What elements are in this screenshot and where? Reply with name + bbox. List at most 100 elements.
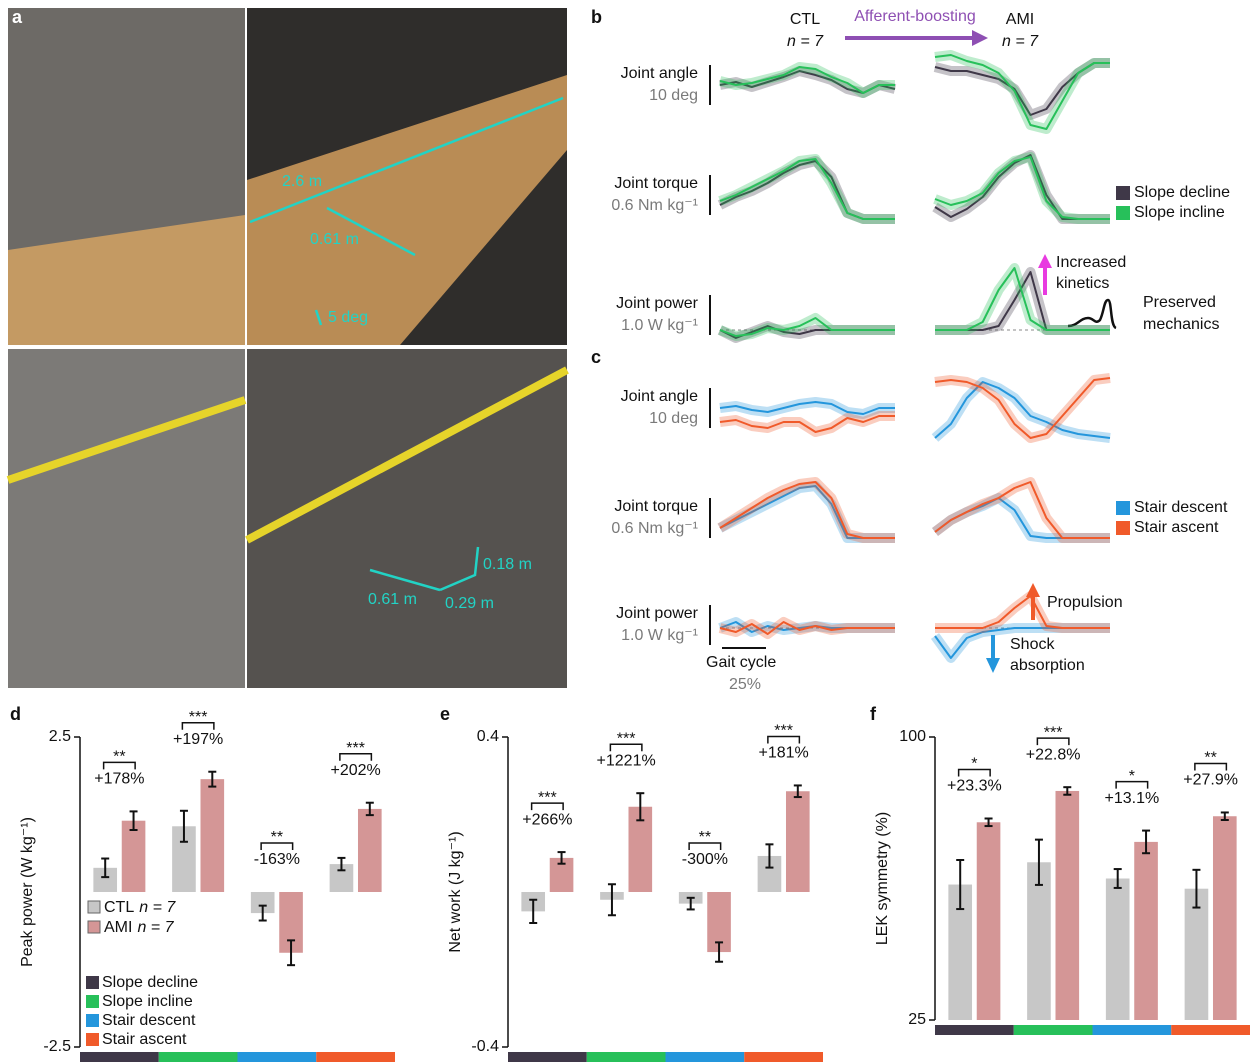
bar [1134, 842, 1158, 1020]
bar [1213, 816, 1237, 1020]
dimension-label: 0.29 m [445, 595, 494, 612]
arrow-label: Afferent-boosting [854, 8, 976, 25]
row-label: Joint torque [614, 498, 698, 515]
arrow-head [972, 30, 988, 46]
y-tick-label: -0.4 [471, 1038, 499, 1055]
category-strip [744, 1052, 823, 1062]
row-scale: 10 deg [649, 87, 698, 104]
category-strip [159, 1052, 238, 1062]
row-label: Joint torque [614, 175, 698, 192]
significance-label: *** [617, 730, 636, 747]
group-label: AMI [1006, 11, 1034, 28]
panel-label: c [591, 347, 601, 367]
category-strip [935, 1025, 1014, 1035]
legend-name: AMI [104, 919, 132, 936]
row-label: Joint power [616, 295, 698, 312]
annotation: mechanics [1143, 316, 1219, 333]
icon-curve [1068, 300, 1116, 328]
change-label: +27.9% [1183, 772, 1238, 789]
sample-size: n = 7 [787, 33, 824, 50]
legend-label: AMI n = 7 [104, 919, 175, 936]
row-scale: 0.6 Nm kg⁻¹ [611, 520, 698, 537]
annotation: Propulsion [1047, 594, 1123, 611]
row-label: Joint power [616, 605, 698, 622]
bar [200, 779, 224, 892]
arrow-head [986, 658, 1000, 673]
legend-label: Stair descent [102, 1012, 196, 1029]
bar [1106, 879, 1130, 1021]
change-label: +23.3% [947, 778, 1002, 795]
change-label: +22.8% [1026, 746, 1081, 763]
change-label: +1221% [597, 752, 656, 769]
dimension-label: 0.61 m [368, 591, 417, 608]
row-label: Joint angle [621, 388, 698, 405]
legend-swatch [86, 995, 99, 1008]
significance-label: ** [113, 749, 125, 766]
category-strip [508, 1052, 587, 1062]
legend-label: Stair descent [1134, 499, 1228, 516]
legend-label: Stair ascent [102, 1031, 187, 1048]
category-strip [316, 1052, 395, 1062]
legend-swatch [1116, 501, 1130, 515]
annotation: 25% [729, 676, 761, 693]
legend-swatch [86, 1033, 99, 1046]
panel-label: d [10, 704, 21, 724]
annotation: Preserved [1143, 294, 1216, 311]
annotation: absorption [1010, 657, 1085, 674]
change-label: +266% [522, 811, 572, 828]
bar [358, 809, 382, 892]
change-label: -300% [682, 851, 728, 868]
legend-label: Slope incline [102, 993, 193, 1010]
change-label: +197% [173, 731, 223, 748]
y-tick-label: 100 [899, 728, 926, 745]
panel-label: b [591, 7, 602, 27]
bar [1027, 862, 1051, 1020]
figure: 2.6 m 0.61 m 5 deg 0.18 m 0.61 m 0.29 m … [0, 0, 1258, 1062]
significance-label: *** [774, 723, 793, 740]
row-label: Joint angle [621, 65, 698, 82]
legend-name: CTL [104, 899, 134, 916]
y-tick-label: 2.5 [49, 728, 71, 745]
category-strip [666, 1052, 745, 1062]
category-strip [1093, 1025, 1172, 1035]
legend-swatch [88, 901, 100, 913]
panel-label: a [12, 7, 23, 27]
arrow-head [1038, 254, 1052, 268]
group-label: CTL [790, 11, 820, 28]
y-tick-label: 0.4 [477, 728, 499, 745]
significance-label: * [1129, 768, 1135, 785]
y-tick-label: 25 [908, 1011, 926, 1028]
significance-label: ** [271, 829, 283, 846]
legend-swatch [86, 976, 99, 989]
significance-label: * [971, 756, 977, 773]
legend-n: n = 7 [137, 919, 174, 936]
significance-label: ** [1204, 750, 1216, 767]
legend-label: Slope incline [1134, 204, 1225, 221]
legend-swatch [88, 921, 100, 933]
legend-swatch [1116, 206, 1130, 220]
legend-label: CTL n = 7 [104, 899, 176, 916]
legend-label: Slope decline [1134, 184, 1230, 201]
dimension-label: 2.6 m [282, 173, 322, 190]
row-scale: 1.0 W kg⁻¹ [621, 627, 698, 644]
annotation: Gait cycle [706, 654, 776, 671]
row-scale: 10 deg [649, 410, 698, 427]
annotation: Shock [1010, 636, 1055, 653]
significance-label: *** [189, 709, 208, 726]
row-scale: 1.0 W kg⁻¹ [621, 317, 698, 334]
significance-label: *** [538, 789, 557, 806]
annotation: Increased [1056, 254, 1126, 271]
bar [1055, 791, 1079, 1020]
y-tick-label: -2.5 [43, 1038, 71, 1055]
dimension-label: 0.61 m [310, 231, 359, 248]
category-strip [238, 1052, 317, 1062]
dimension-label: 5 deg [328, 309, 368, 326]
legend-n: n = 7 [139, 899, 176, 916]
legend-swatch [1116, 186, 1130, 200]
change-label: +178% [94, 771, 144, 788]
category-strip [80, 1052, 159, 1062]
bar [977, 822, 1001, 1020]
significance-label: ** [699, 829, 711, 846]
panel-label: e [440, 704, 450, 724]
bar [786, 791, 810, 892]
